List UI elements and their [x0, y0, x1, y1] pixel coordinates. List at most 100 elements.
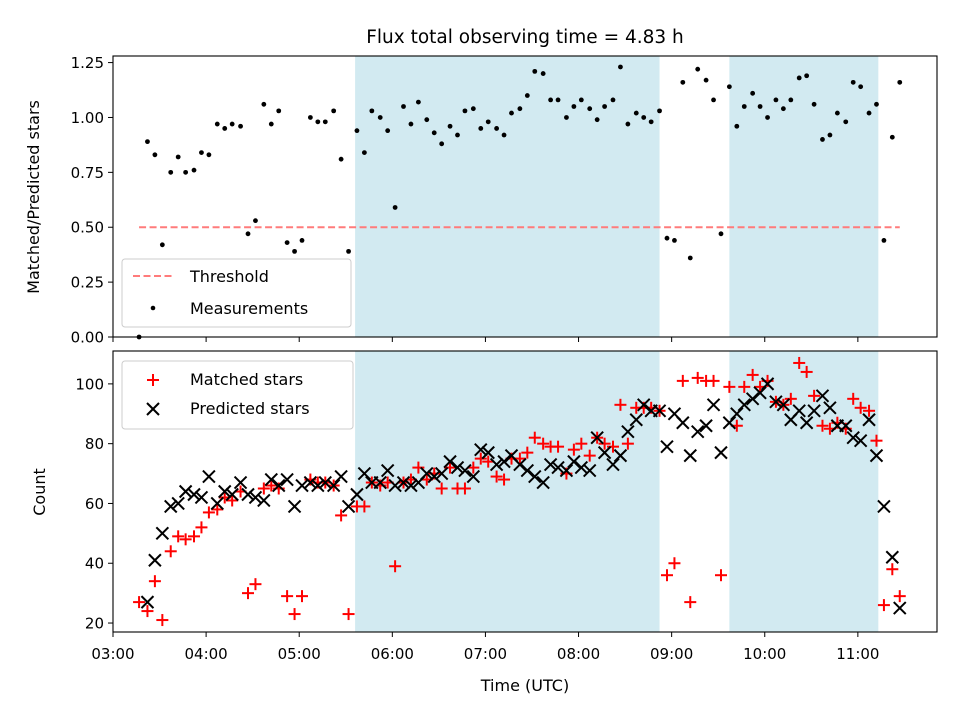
predicted-star-point	[272, 478, 286, 493]
measurement-point	[276, 108, 282, 114]
measurement-point	[447, 123, 453, 129]
measurement-point	[322, 119, 328, 125]
matched-star-point	[575, 437, 588, 450]
predicted-star-point	[148, 553, 162, 567]
predicted-star-point	[474, 442, 488, 457]
predicted-star-point	[590, 430, 604, 445]
measurement-point	[284, 240, 290, 246]
ratio-panel-frame	[112, 55, 938, 338]
predicted-star-point	[714, 445, 728, 460]
measurement-point	[385, 128, 391, 134]
matched-star-point	[335, 509, 348, 522]
shaded-interval-2	[729, 351, 879, 632]
count-legend-box	[121, 360, 354, 430]
matched-star-point	[389, 560, 402, 573]
ratio-panel: 0.00 0.25 0.50 0.75 1.00 1.25 Matched/Predict…	[24, 54, 938, 347]
measurement-point	[594, 117, 600, 123]
legend-threshold-label: Threshold	[189, 267, 269, 286]
count-y-axis: 20 40 60 80 100	[75, 375, 113, 633]
legend-measurements-label: Measurements	[190, 299, 308, 318]
measurement-point	[392, 205, 398, 210]
measurement-point	[369, 108, 375, 114]
predicted-star-point	[629, 413, 643, 427]
measurement-point	[455, 132, 460, 138]
measurement-point	[509, 110, 514, 116]
predicted-star-point	[513, 457, 527, 472]
predicted-star-point	[155, 526, 170, 541]
predicted-star-point	[853, 433, 868, 448]
matched-star-point	[195, 521, 208, 534]
measurement-point	[261, 101, 267, 107]
measurement-point	[548, 97, 554, 103]
predicted-star-point	[427, 469, 441, 484]
matched-star-point	[226, 494, 239, 507]
predicted-star-point	[280, 472, 294, 487]
matched-star-point	[808, 389, 821, 402]
matched-star-point	[676, 374, 689, 387]
predicted-star-point	[202, 469, 216, 484]
predicted-star-point	[194, 490, 209, 505]
predicted-star-point	[164, 499, 178, 514]
matched-star-point	[723, 380, 736, 393]
predicted-star-point	[350, 487, 364, 502]
predicted-star-point	[373, 475, 387, 490]
measurement-point	[618, 64, 623, 70]
measurement-point	[610, 97, 616, 103]
measurement-point	[741, 104, 747, 109]
matched-star-point	[211, 503, 224, 516]
measurement-point	[718, 231, 724, 237]
count-panel-frame	[112, 350, 938, 633]
predicted-star-point	[489, 457, 504, 472]
matched-star-point	[660, 569, 673, 582]
measurement-point	[494, 126, 500, 131]
predicted-star-point	[583, 463, 597, 478]
measurement-point	[750, 90, 756, 96]
y-tick-label: 1.00	[71, 109, 104, 127]
matched-star-point	[179, 533, 192, 546]
measurement-point	[578, 97, 584, 103]
matched-star-point	[668, 557, 681, 570]
predicted-star-point	[341, 499, 356, 514]
predicted-star-point	[877, 499, 891, 514]
shaded-interval-2	[729, 56, 879, 337]
matched-star-point	[854, 401, 867, 414]
matched-star-point	[886, 563, 899, 576]
ratio-x-ticks	[112, 337, 859, 342]
measurement-point	[238, 123, 243, 129]
measurement-point	[602, 104, 608, 109]
matched-star-point	[800, 365, 813, 378]
measurement-point	[361, 150, 367, 155]
predicted-star-point	[574, 460, 589, 475]
matched-star-point	[583, 449, 596, 462]
measurement-point	[478, 126, 484, 131]
predicted-star-point	[839, 419, 853, 433]
predicted-star-point	[706, 398, 721, 412]
predicted-star-point	[691, 425, 705, 439]
shaded-intervals	[355, 351, 879, 632]
ratio-plot-area	[136, 64, 903, 340]
measurement-point	[401, 104, 406, 109]
predicted-star-point	[676, 416, 690, 430]
matched-star-point	[490, 470, 503, 483]
predicted-star-point	[233, 475, 248, 490]
measurement-point	[834, 110, 840, 116]
matched-star-point	[521, 446, 534, 459]
predicted-star-point	[637, 398, 651, 412]
matched-star-point	[816, 419, 829, 432]
predicted-star-point	[225, 487, 239, 502]
measurement-point	[788, 97, 794, 103]
predicted-star-point	[264, 472, 278, 487]
measurement-point	[726, 84, 732, 90]
x-tick-label: 09:00	[650, 645, 693, 663]
y-tick-label: 0.75	[71, 164, 104, 182]
predicted-star-point	[567, 454, 581, 469]
measurement-point	[780, 106, 786, 112]
measurement-point	[843, 119, 849, 125]
measurement-point	[850, 79, 856, 85]
measurement-point	[811, 101, 817, 107]
predicted-star-point	[559, 463, 574, 478]
measurement-point	[866, 110, 872, 116]
predicted-star-point	[210, 496, 224, 511]
predicted-star-point	[388, 478, 402, 493]
